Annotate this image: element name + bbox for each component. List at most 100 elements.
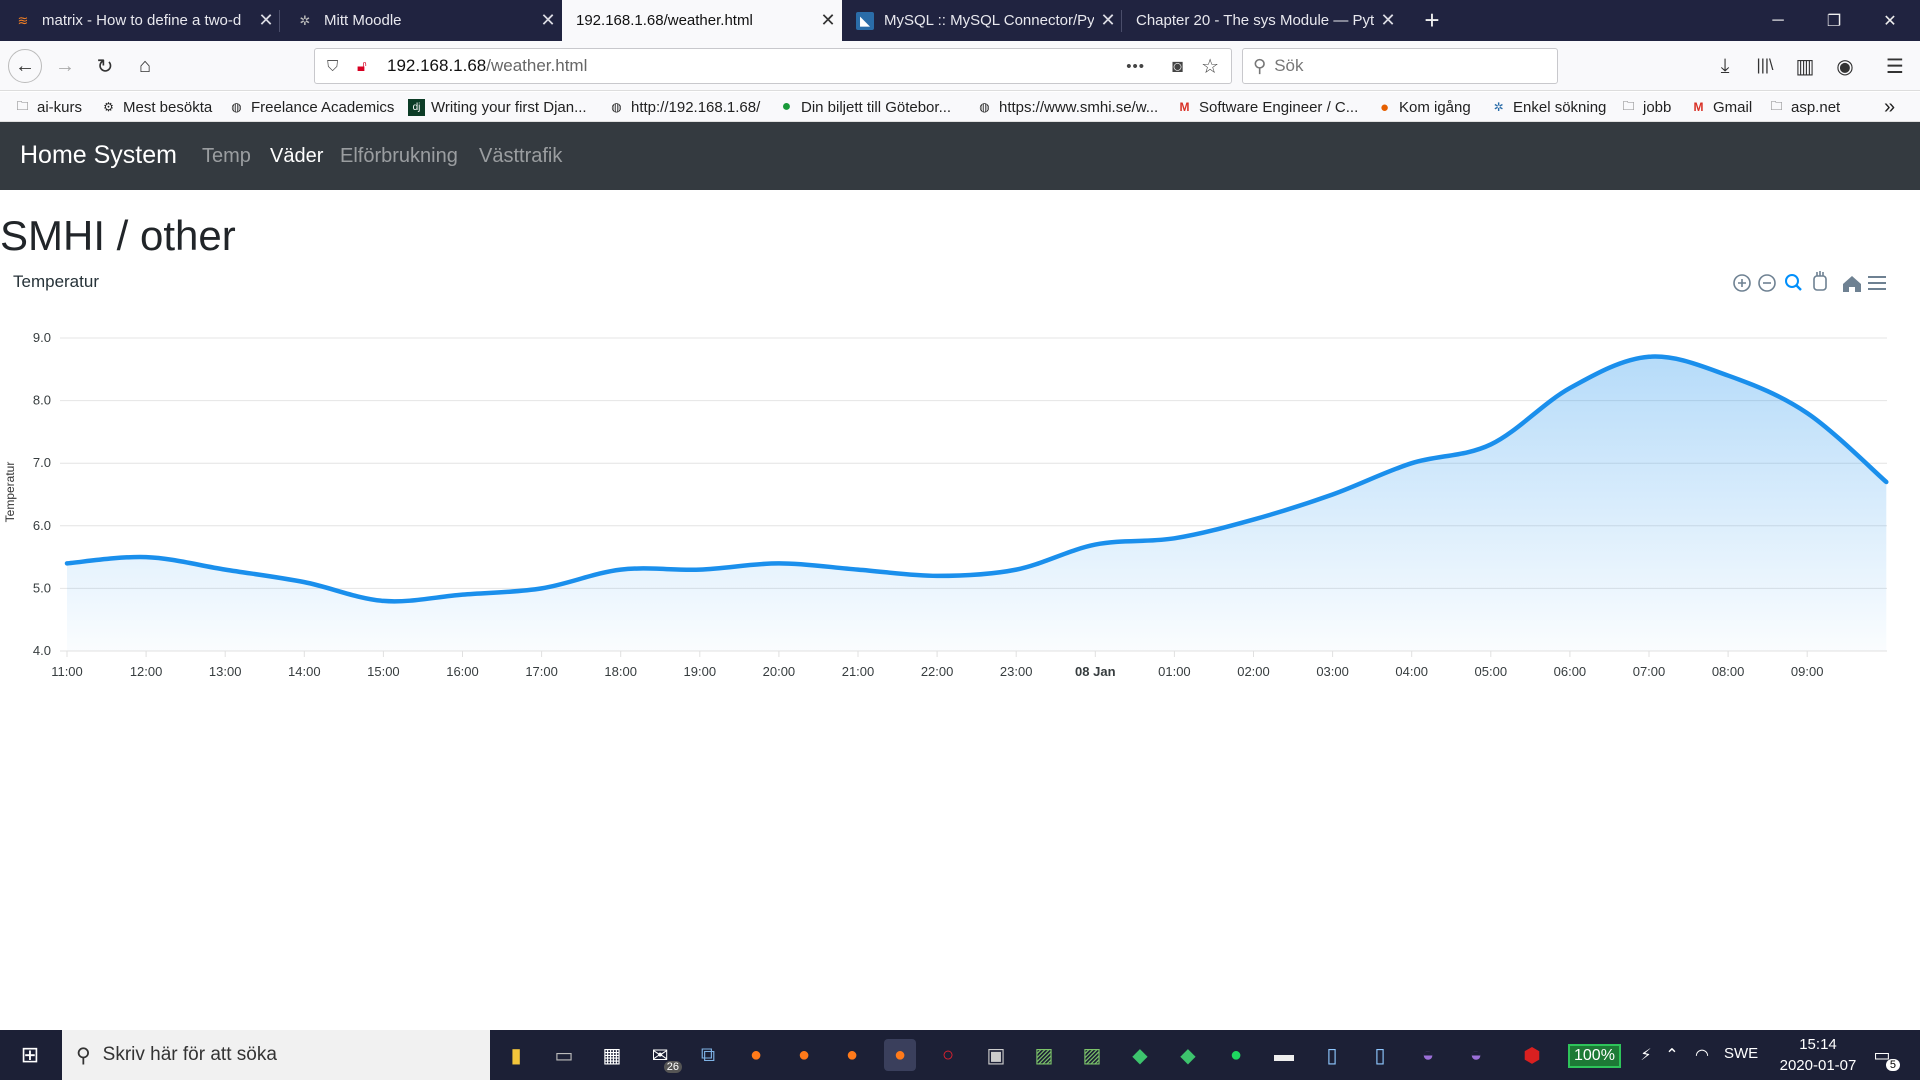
- bookmark-ai-kurs[interactable]: 🗀 ai-kurs: [14, 92, 82, 122]
- zoom-in-icon[interactable]: [1733, 274, 1751, 292]
- back-button[interactable]: ←: [8, 49, 42, 83]
- temperature-chart: Temperatur Temperatur 4.0 5.0 6.0 7.0 8.0 9.0…: [3, 271, 1889, 679]
- command-prompt-icon[interactable]: ▬: [1274, 1043, 1294, 1066]
- pocket-icon[interactable]: ◙: [1172, 55, 1183, 76]
- bookmark-django[interactable]: dj Writing your first Djan...: [408, 92, 587, 122]
- bookmark-kom-igang[interactable]: ● Kom igång: [1376, 92, 1471, 122]
- url-bar[interactable]: ⛉ 🔓︎ 192.168.1.68/weather.html ••• ◙ ☆: [314, 48, 1232, 84]
- nav-link-temp[interactable]: Temp: [202, 145, 251, 167]
- terminal-app-icon[interactable]: ▣: [986, 1044, 1006, 1067]
- chart-menu-icon[interactable]: [1868, 276, 1886, 290]
- bookmark-freelance[interactable]: ◍ Freelance Academics: [228, 92, 394, 122]
- git-icon[interactable]: ◆: [1132, 1044, 1148, 1067]
- reload-button[interactable]: ↻: [88, 49, 122, 83]
- tab-matrix[interactable]: ≋ matrix - How to define a two-d ✕: [0, 0, 280, 41]
- nav-link-elforbrukning[interactable]: Elförbrukning: [340, 145, 458, 167]
- mail-icon[interactable]: ✉ 26: [644, 1039, 682, 1073]
- bookmark-biljett[interactable]: ● Din biljett till Götebor...: [778, 92, 951, 122]
- close-icon[interactable]: ✕: [1380, 10, 1396, 30]
- reset-home-icon[interactable]: [1843, 276, 1861, 292]
- firefox-icon[interactable]: ●: [749, 1043, 763, 1066]
- network-app-icon[interactable]: ⧉: [700, 1043, 716, 1066]
- tray-red-icon[interactable]: ⬢: [1523, 1044, 1541, 1067]
- x-tick-label: 16:00: [446, 664, 479, 679]
- windows-taskbar: ⊞ ⚲ Skriv här för att söka ▮ ▭ ▦ ✉ 26 ⧉ ●…: [0, 1030, 1920, 1080]
- battery-indicator[interactable]: 100%: [1568, 1044, 1621, 1068]
- bookmark-label: Din biljett till Götebor...: [801, 98, 952, 116]
- bookmark-software-engineer[interactable]: M Software Engineer / C...: [1176, 92, 1359, 122]
- close-icon[interactable]: ✕: [540, 10, 556, 30]
- menu-button[interactable]: ☰: [1878, 49, 1912, 83]
- x-tick-label: 20:00: [763, 664, 796, 679]
- language-indicator[interactable]: SWE: [1724, 1045, 1759, 1062]
- clock-time[interactable]: 15:14: [1799, 1036, 1837, 1053]
- pan-hand-icon[interactable]: [1813, 271, 1827, 291]
- chevron-up-icon[interactable]: ⌃: [1665, 1047, 1679, 1064]
- library-icon: |||\: [1756, 57, 1774, 74]
- nav-link-vader[interactable]: Väder: [270, 145, 324, 167]
- image-app-icon[interactable]: ▨: [1034, 1044, 1054, 1067]
- tab-sys-module[interactable]: Chapter 20 - The sys Module — Pyt ✕: [1122, 0, 1402, 41]
- bookmark-enkel-sokning[interactable]: ✲ Enkel sökning: [1490, 92, 1606, 122]
- tab-weather[interactable]: 192.168.1.68/weather.html ✕: [562, 0, 842, 41]
- git-icon[interactable]: ◆: [1180, 1044, 1196, 1067]
- windows-start-icon[interactable]: ⊞: [20, 1042, 40, 1067]
- tab-moodle[interactable]: ✲ Mitt Moodle ✕: [282, 0, 562, 41]
- power-plug-icon[interactable]: ⚡︎: [1640, 1047, 1652, 1064]
- wifi-icon[interactable]: ◠: [1695, 1047, 1709, 1064]
- bookmark-aspnet[interactable]: 🗀 asp.net: [1768, 92, 1840, 122]
- document-icon[interactable]: ▯: [1326, 1044, 1338, 1067]
- shield-icon[interactable]: ⛉: [327, 57, 339, 75]
- taskbar-search-placeholder: Skriv här för att söka: [102, 1044, 277, 1065]
- bookmark-local[interactable]: ◍ http://192.168.1.68/: [608, 92, 760, 122]
- brand-link[interactable]: Home System: [20, 141, 177, 169]
- firefox-icon[interactable]: ●: [797, 1043, 811, 1066]
- x-tick-label: 22:00: [921, 664, 954, 679]
- store-icon[interactable]: ▦: [602, 1044, 622, 1067]
- bookmark-label: Gmail: [1713, 98, 1753, 116]
- minimize-button[interactable]: ─: [1772, 11, 1784, 29]
- firefox-icon[interactable]: ●: [884, 1039, 916, 1071]
- file-explorer-icon[interactable]: ▮: [510, 1044, 522, 1067]
- notifications-icon[interactable]: ▭ 5: [1866, 1039, 1900, 1071]
- downloads-button[interactable]: ⤓: [1708, 49, 1742, 83]
- tab-mysql[interactable]: ◣ MySQL :: MySQL Connector/Pyt ✕: [842, 0, 1122, 41]
- taskbar-search-input[interactable]: ⚲ Skriv här för att söka: [62, 1030, 490, 1080]
- firefox-icon[interactable]: ●: [845, 1043, 859, 1066]
- forward-button[interactable]: →: [48, 49, 82, 83]
- x-tick-label: 08 Jan: [1075, 664, 1116, 679]
- star-icon[interactable]: ☆: [1201, 55, 1219, 78]
- bookmarks-overflow-button[interactable]: »: [1884, 95, 1896, 118]
- bookmark-mest-besokta[interactable]: ⚙ Mest besökta: [100, 92, 212, 122]
- insecure-lock-icon[interactable]: 🔓︎: [357, 57, 367, 75]
- bookmark-jobb[interactable]: 🗀 jobb: [1620, 92, 1671, 122]
- account-button[interactable]: ◉: [1828, 49, 1862, 83]
- selection-zoom-icon[interactable]: [1785, 274, 1802, 291]
- gear-icon: ⚙: [103, 100, 114, 114]
- restore-button[interactable]: ❐: [1826, 12, 1842, 30]
- bookmark-gmail[interactable]: M Gmail: [1690, 92, 1753, 122]
- library-button[interactable]: |||\: [1748, 49, 1782, 83]
- bookmark-label: https://www.smhi.se/w...: [999, 98, 1159, 116]
- drive-icon[interactable]: ▭: [554, 1044, 574, 1067]
- zoom-out-icon[interactable]: [1758, 274, 1776, 292]
- close-icon[interactable]: ✕: [1100, 10, 1116, 30]
- close-icon[interactable]: ✕: [258, 10, 274, 30]
- opera-icon[interactable]: ○: [941, 1043, 955, 1066]
- bookmark-smhi[interactable]: ◍ https://www.smhi.se/w...: [976, 92, 1158, 122]
- nav-link-vasttrafik[interactable]: Västtrafik: [479, 145, 563, 167]
- image-app-icon[interactable]: ▨: [1082, 1044, 1102, 1067]
- home-button[interactable]: ⌂: [128, 49, 162, 83]
- eclipse-icon[interactable]: ◒: [1421, 1043, 1435, 1066]
- spotify-icon[interactable]: ●: [1229, 1043, 1243, 1066]
- close-window-button[interactable]: ✕: [1883, 12, 1897, 30]
- bookmark-label: Enkel sökning: [1513, 98, 1607, 116]
- close-icon[interactable]: ✕: [820, 10, 836, 30]
- clock-date[interactable]: 2020-01-07: [1779, 1057, 1857, 1074]
- sidebar-button[interactable]: ▥: [1788, 49, 1822, 83]
- new-tab-button[interactable]: +: [1424, 5, 1440, 35]
- document-icon[interactable]: ▯: [1374, 1044, 1386, 1067]
- page-actions-icon[interactable]: •••: [1126, 57, 1145, 75]
- eclipse-icon[interactable]: ◒: [1469, 1043, 1483, 1066]
- search-input[interactable]: ⚲ Sök: [1242, 48, 1558, 84]
